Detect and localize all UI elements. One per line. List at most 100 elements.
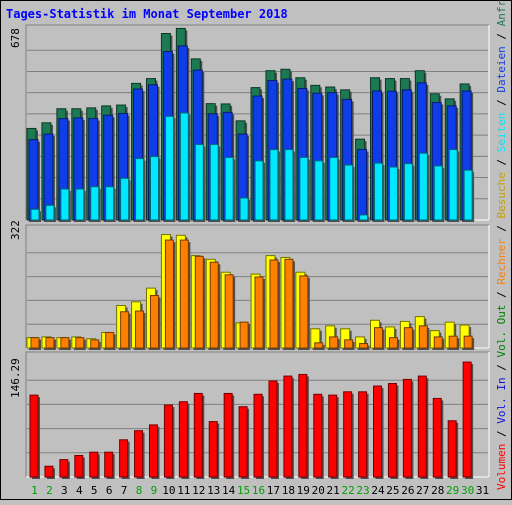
bar-rechner	[299, 275, 310, 350]
bar-volumen	[328, 394, 339, 479]
legend-entry: Dateien	[495, 46, 508, 92]
bar-volumen	[298, 373, 309, 479]
x-tick-label: 15	[237, 484, 250, 497]
bar-rechner	[284, 258, 295, 350]
bar-dateien	[299, 156, 310, 222]
bar-dateien	[448, 149, 460, 222]
bar-rechner	[209, 261, 221, 350]
bar-volumen	[373, 385, 384, 479]
bar-rechner	[149, 295, 161, 350]
bar-volumen	[163, 404, 175, 479]
bar-volumen	[208, 421, 220, 479]
bar-dateien	[359, 214, 370, 222]
bar-rechner	[60, 337, 71, 350]
bar-rechner	[448, 335, 460, 350]
bar-volumen	[193, 392, 205, 479]
bar-dateien	[135, 158, 146, 222]
bar-rechner	[194, 255, 206, 350]
bar-dateien	[179, 112, 191, 222]
bar-rechner	[329, 336, 340, 350]
bar-volumen	[313, 393, 324, 479]
x-tick-label: 2	[46, 484, 53, 497]
bar-dateien	[269, 149, 280, 222]
bar-dateien	[344, 164, 355, 222]
bar-dateien	[164, 115, 176, 222]
panel-requests	[25, 24, 490, 223]
legend-separator: /	[495, 218, 508, 238]
x-tick-label: 28	[431, 484, 444, 497]
bar-volumen	[148, 424, 160, 479]
x-tick-label: 6	[106, 484, 113, 497]
bar-volumen	[387, 383, 399, 479]
ymax-label-bottom: 146.29	[9, 358, 22, 398]
bar-rechner	[239, 321, 251, 350]
bar-rechner	[359, 343, 370, 350]
bar-dateien	[105, 186, 116, 222]
bar-rechner	[344, 339, 355, 350]
x-tick-label: 12	[192, 484, 205, 497]
bar-rechner	[433, 336, 445, 350]
bar-rechner	[75, 337, 86, 350]
bar-rechner	[45, 337, 56, 350]
bar-dateien	[463, 169, 475, 222]
bar-volumen	[44, 465, 55, 479]
bar-volumen	[402, 378, 414, 479]
legend-vertical: Volumen / Vol. In / Vol. Out / Rechner /…	[495, 0, 508, 490]
bar-volumen	[432, 397, 444, 479]
bar-volumen	[343, 391, 354, 479]
bar-dateien	[284, 149, 295, 222]
x-tick-label: 8	[136, 484, 143, 497]
bar-dateien	[45, 204, 56, 222]
x-tick-label: 1	[31, 484, 38, 497]
legend-entry: Volumen	[495, 444, 508, 490]
bar-volumen	[119, 439, 130, 479]
x-tick-label: 24	[371, 484, 385, 497]
x-tick-label: 5	[91, 484, 98, 497]
x-tick-label: 20	[312, 484, 325, 497]
x-tick-label: 29	[446, 484, 459, 497]
x-tick-label: 13	[207, 484, 220, 497]
bar-dateien	[374, 162, 385, 222]
panel-volume	[25, 351, 490, 479]
legend-separator: /	[495, 285, 508, 305]
legend-separator: /	[495, 152, 508, 172]
x-tick-label: 11	[177, 484, 190, 497]
bar-volumen	[89, 451, 100, 479]
x-tick-label: 17	[267, 484, 280, 497]
legend-entry: Besuche	[495, 172, 508, 218]
bar-rechner	[90, 339, 101, 350]
x-tick-label: 30	[461, 484, 474, 497]
bar-dateien	[194, 144, 206, 222]
bar-volumen	[417, 375, 429, 479]
x-tick-label: 18	[282, 484, 295, 497]
bar-rechner	[418, 325, 430, 350]
ymax-label-top: 678	[9, 28, 22, 48]
x-tick-label: 10	[162, 484, 175, 497]
x-tick-label: 23	[356, 484, 369, 497]
bar-volumen	[358, 391, 369, 479]
panel-visits	[25, 224, 490, 350]
legend-separator: /	[495, 26, 508, 46]
bar-dateien	[418, 152, 430, 222]
bar-seiten	[357, 149, 369, 222]
bar-volumen	[223, 392, 235, 479]
bar-dateien	[254, 160, 266, 222]
bar-dateien	[90, 186, 101, 222]
bar-dateien	[433, 165, 445, 222]
ymax-label-middle: 322	[9, 220, 22, 240]
x-tick-label: 7	[121, 484, 128, 497]
bar-rechner	[224, 274, 236, 350]
bar-rechner	[120, 311, 131, 350]
x-tick-label: 19	[297, 484, 310, 497]
bar-volumen	[74, 454, 85, 479]
x-tick-label: 3	[61, 484, 68, 497]
bar-dateien	[329, 156, 340, 222]
bar-volumen	[268, 380, 279, 479]
bar-dateien	[314, 160, 325, 222]
bar-volumen	[462, 361, 474, 479]
bar-dateien	[239, 197, 251, 222]
x-tick-label: 21	[327, 484, 340, 497]
bar-rechner	[105, 331, 116, 350]
